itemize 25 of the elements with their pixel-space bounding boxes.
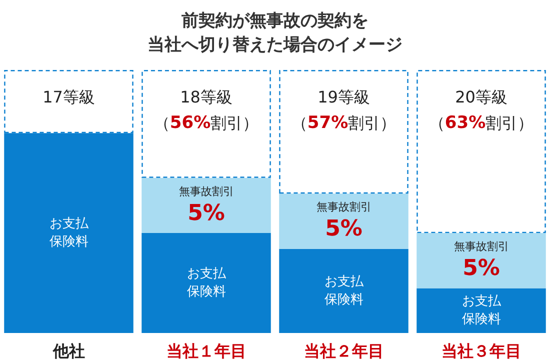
text: お支払保険料 (324, 274, 364, 308)
bar (416, 70, 546, 234)
bar (279, 248, 408, 333)
bar (279, 194, 408, 249)
bar (142, 178, 271, 234)
bar (279, 70, 408, 194)
text: お支払保険料 (49, 216, 88, 250)
annotation: 20等級（63%割引） (428, 88, 534, 133)
text: 無事故割引5% (316, 200, 372, 242)
bar (416, 288, 546, 333)
annotation: 17等級 (42, 88, 95, 106)
series-label: お支払保険料 (462, 294, 502, 328)
bar (142, 70, 271, 178)
x-tick-label: 当社３年目 (441, 342, 522, 360)
annotation: 18等級（56%割引） (154, 88, 259, 133)
x-tick-label: 他社 (52, 342, 85, 360)
annotation: 19等級（57%割引） (291, 88, 396, 133)
x-tick-label: 当社２年目 (304, 342, 384, 360)
text: 無事故割引5% (454, 240, 509, 282)
bar (416, 233, 546, 288)
chart-title: 前契約が無事故の契約を当社へ切り替えた場合のイメージ (148, 11, 402, 55)
bar (142, 233, 271, 333)
x-tick-label: 当社１年目 (166, 342, 246, 360)
text: お支払保険料 (186, 266, 226, 300)
series-label: 無事故割引5% (178, 184, 234, 226)
